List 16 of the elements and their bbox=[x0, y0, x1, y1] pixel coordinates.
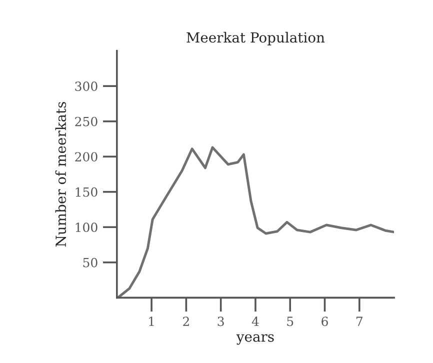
x-tick-label: 3 bbox=[218, 316, 224, 326]
y-tick-label: 150 bbox=[76, 187, 98, 197]
x-tick-label: 6 bbox=[322, 316, 328, 326]
x-tick-label: 5 bbox=[287, 316, 294, 326]
y-tick-label: 100 bbox=[76, 222, 98, 232]
chart-title: Meerkat Population bbox=[186, 32, 325, 46]
y-tick-label: 300 bbox=[75, 82, 98, 92]
y-tick-label: 50 bbox=[83, 258, 98, 268]
x-tick-label: 1 bbox=[149, 316, 154, 326]
y-tick-label: 200 bbox=[75, 152, 98, 162]
x-tick-label: 4 bbox=[252, 316, 259, 326]
x-axis-title: years bbox=[236, 334, 274, 345]
x-tick-label: 2 bbox=[183, 316, 189, 326]
y-axis-title: Number of meerkats bbox=[55, 102, 66, 247]
x-tick-label: 7 bbox=[356, 316, 362, 326]
y-tick-label: 250 bbox=[75, 116, 98, 126]
